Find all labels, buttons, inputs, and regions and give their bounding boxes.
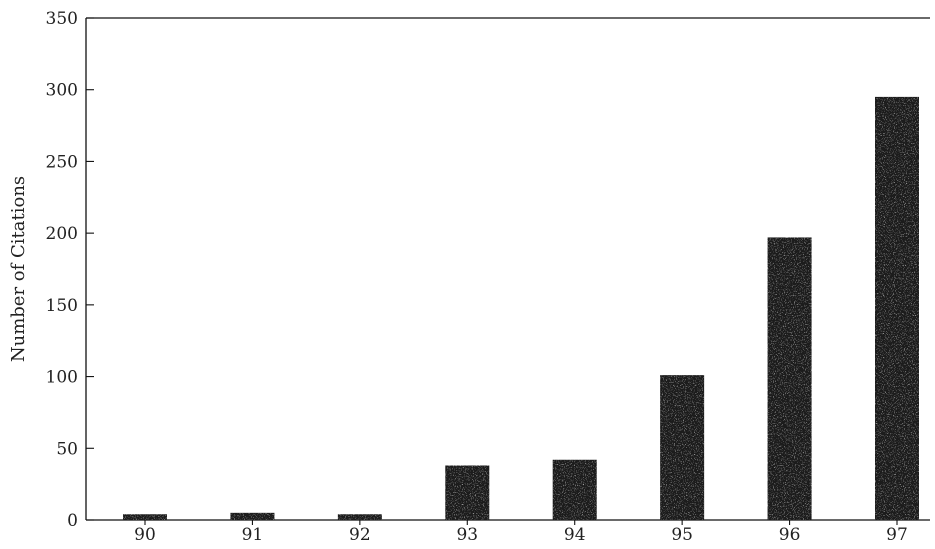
y-tick-label: 300: [46, 81, 78, 101]
y-tick-label: 100: [46, 368, 78, 388]
x-tick-label: 92: [349, 525, 371, 544]
y-tick-label: 350: [46, 9, 78, 29]
y-tick-label: 0: [67, 511, 78, 531]
bar-91: [230, 512, 275, 520]
x-tick-label: 90: [134, 525, 156, 544]
bar-90: [123, 514, 167, 520]
x-tick-label: 94: [564, 525, 586, 544]
x-tick-label: 97: [886, 525, 908, 544]
bars: [123, 96, 919, 520]
x-tick-label: 91: [242, 525, 264, 544]
y-tick-label: 50: [56, 439, 78, 459]
tick-labels: 0 50 100 150 200 250 300 350 90 91 92 93 94 95 96 97: [46, 9, 908, 545]
y-axis-title: Number of Citations: [8, 176, 29, 362]
bar-97: [875, 96, 919, 520]
bar-94: [552, 459, 597, 520]
x-tick-label: 96: [779, 525, 801, 544]
x-tick-label: 93: [456, 525, 478, 544]
bar-95: [660, 375, 705, 520]
y-tick-label: 250: [46, 152, 78, 172]
bar-92: [337, 514, 382, 520]
y-tick-label: 200: [46, 224, 78, 244]
bar-96: [767, 237, 812, 520]
bar-93: [445, 465, 490, 520]
x-tick-label: 95: [671, 525, 693, 544]
y-tick-label: 150: [46, 296, 78, 316]
